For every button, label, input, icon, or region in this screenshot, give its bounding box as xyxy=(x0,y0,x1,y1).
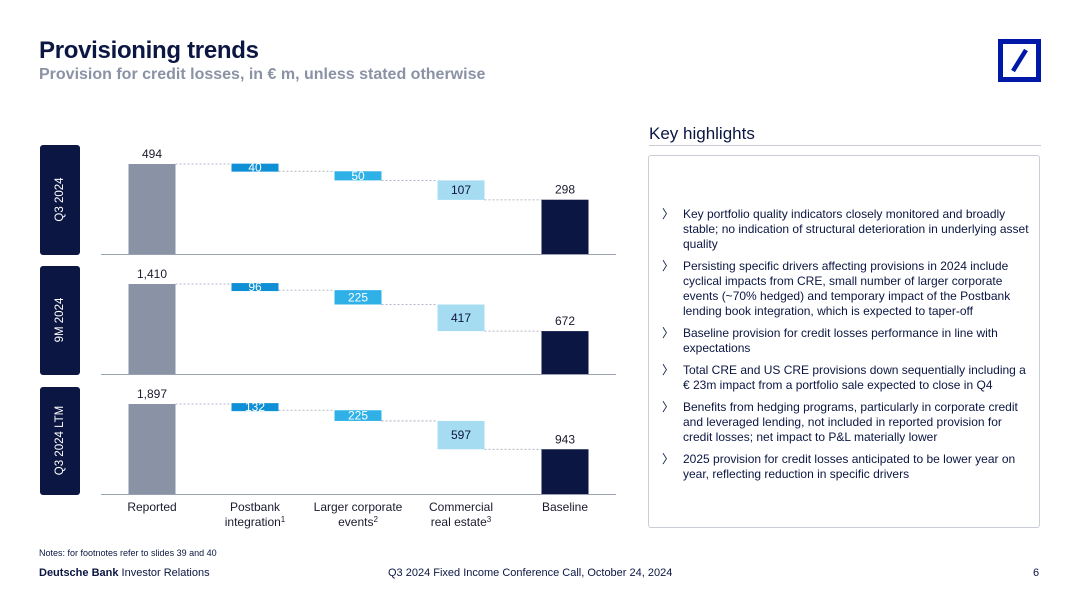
category-label-text: events xyxy=(338,515,373,529)
bar-larger-corporate xyxy=(334,171,382,181)
data-label: 225 xyxy=(348,290,368,304)
data-label: 298 xyxy=(555,183,575,197)
highlights-divider xyxy=(649,145,1041,146)
bar-reported xyxy=(128,404,176,494)
bar-baseline xyxy=(541,199,589,254)
logo-slash-icon xyxy=(1011,48,1028,73)
panel-label-bg xyxy=(40,266,80,375)
category-label: integration1 xyxy=(225,515,286,529)
highlights-list: 〉 Key portfolio quality indicators closel… xyxy=(662,207,1034,489)
highlight-item: 〉 Benefits from hedging programs, particu… xyxy=(662,400,1018,444)
data-label: 225 xyxy=(348,409,368,423)
chevron-right-icon: 〉 xyxy=(662,400,675,414)
waterfall-chart: Q3 2024 494 40 50 107 298 9M 2024 1,410 96 225 417… xyxy=(40,145,616,529)
highlight-item: 〉 Baseline provision for credit losses pe… xyxy=(662,326,998,355)
bar-reported xyxy=(128,284,176,374)
footnote-marker: 1 xyxy=(281,515,286,524)
highlight-item: 〉 Total CRE and US CRE provisions down se… xyxy=(662,363,1026,392)
chevron-right-icon: 〉 xyxy=(662,207,675,221)
panel-label-bg xyxy=(40,387,80,495)
data-label: 96 xyxy=(248,280,262,294)
bar-postbank xyxy=(231,403,279,412)
data-label: 494 xyxy=(142,147,162,161)
data-label: 40 xyxy=(248,161,262,175)
category-label-text: real estate xyxy=(431,515,487,529)
footnote-marker: 3 xyxy=(487,515,492,524)
bar-baseline xyxy=(541,449,589,494)
data-label: 132 xyxy=(245,400,265,414)
category-label-text: Reported xyxy=(127,500,176,514)
category-label: Larger corporate xyxy=(314,500,403,514)
bar-postbank xyxy=(231,283,279,292)
category-label: Baseline xyxy=(542,500,588,514)
data-label: 1,897 xyxy=(137,387,167,401)
data-label: 50 xyxy=(351,169,365,183)
data-label: 943 xyxy=(555,432,575,446)
category-label: Postbank xyxy=(230,500,281,514)
bar-postbank xyxy=(231,163,279,172)
highlight-item: 〉 2025 provision for credit losses antici… xyxy=(662,452,1016,481)
chevron-right-icon: 〉 xyxy=(662,363,675,377)
footnote-notes: Notes: for footnotes refer to slides 39 … xyxy=(39,548,217,558)
bar-cre xyxy=(437,180,485,200)
panel-label: 9M 2024 xyxy=(54,297,66,342)
footer-event: Q3 2024 Fixed Income Conference Call, Oc… xyxy=(388,567,673,579)
category-label: Commercial xyxy=(429,500,493,514)
chevron-right-icon: 〉 xyxy=(662,326,675,340)
highlights-panel xyxy=(648,155,1040,528)
category-label-text: integration xyxy=(225,515,281,529)
category-label: events2 xyxy=(338,515,378,529)
bar-larger-corporate xyxy=(334,290,382,305)
chevron-right-icon: 〉 xyxy=(662,452,675,466)
bar-larger-corporate xyxy=(334,410,382,421)
chevron-right-icon: 〉 xyxy=(662,259,675,273)
data-label: 597 xyxy=(451,428,471,442)
panel-label-bg xyxy=(40,145,80,255)
bar-cre xyxy=(437,420,485,450)
highlight-item: 〉 Persisting specific drivers affecting p… xyxy=(662,259,1011,318)
category-label: Reported xyxy=(127,500,176,514)
data-label: 107 xyxy=(451,183,471,197)
category-label-text: Baseline xyxy=(542,500,588,514)
panel-label: Q3 2024 LTM xyxy=(54,406,66,475)
data-label: 417 xyxy=(451,311,471,325)
category-label: real estate3 xyxy=(431,515,492,529)
highlight-item: 〉 Key portfolio quality indicators closel… xyxy=(662,207,1029,251)
footer-brand: Deutsche Bank Investor Relations xyxy=(39,567,210,579)
highlights-title: Key highlights xyxy=(649,124,755,143)
panel-label: Q3 2024 xyxy=(54,177,66,222)
page-title: Provisioning trends xyxy=(39,37,259,64)
page-subtitle: Provision for credit losses, in € m, unl… xyxy=(39,66,486,83)
page-number: 6 xyxy=(1033,567,1040,579)
footnote-marker: 2 xyxy=(373,515,378,524)
bar-reported xyxy=(128,164,176,254)
data-label: 1,410 xyxy=(137,267,167,281)
data-label: 672 xyxy=(555,314,575,328)
bar-baseline xyxy=(541,331,589,374)
bar-cre xyxy=(437,304,485,332)
deutsche-bank-logo xyxy=(998,39,1041,82)
